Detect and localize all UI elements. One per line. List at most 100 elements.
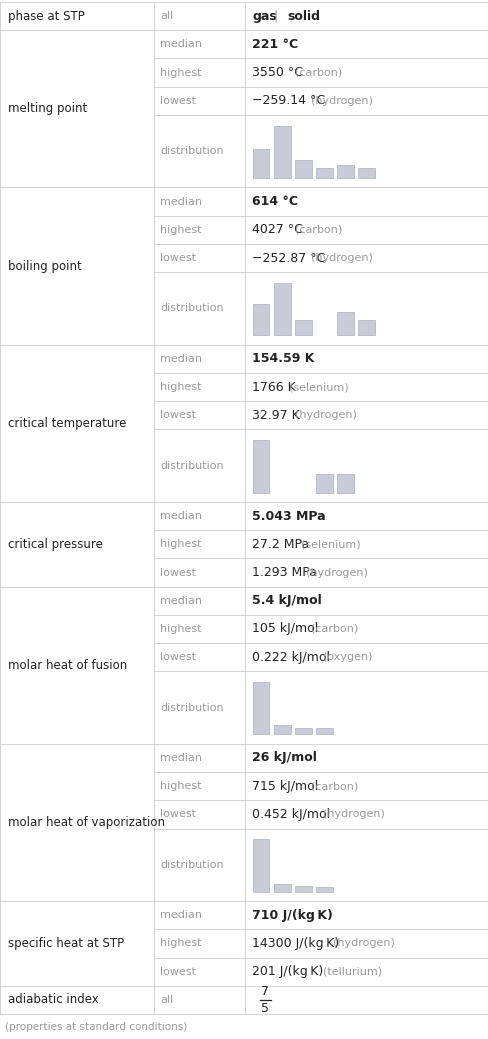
Bar (273, 884, 290, 891)
Text: 0.452 kJ/mol: 0.452 kJ/mol (252, 808, 330, 821)
Text: (carbon): (carbon) (294, 68, 342, 78)
Bar (315, 474, 332, 492)
Text: (oxygen): (oxygen) (322, 652, 371, 662)
Text: highest: highest (160, 382, 201, 392)
Text: median: median (160, 39, 202, 49)
Text: 7: 7 (260, 985, 268, 997)
Text: 154.59 K: 154.59 K (252, 352, 314, 366)
Text: 3550 °C: 3550 °C (252, 66, 303, 79)
Text: 201 J/(kg K): 201 J/(kg K) (252, 965, 323, 978)
Text: highest: highest (160, 624, 201, 634)
Text: 105 kJ/mol: 105 kJ/mol (252, 622, 318, 636)
Text: median: median (160, 354, 202, 364)
Text: (hydrogen): (hydrogen) (294, 410, 356, 420)
Bar (252, 683, 269, 735)
Text: (carbon): (carbon) (311, 624, 358, 634)
Text: (hydrogen): (hydrogen) (311, 254, 373, 263)
Text: median: median (160, 511, 202, 522)
Text: 5: 5 (260, 1002, 268, 1015)
Text: 715 kJ/mol: 715 kJ/mol (252, 779, 318, 793)
Text: highest: highest (160, 781, 201, 792)
Text: lowest: lowest (160, 966, 196, 977)
Text: (properties at standard conditions): (properties at standard conditions) (5, 1022, 187, 1032)
Text: (hydrogen): (hydrogen) (322, 809, 384, 820)
Bar (273, 725, 290, 735)
Text: 5.4 kJ/mol: 5.4 kJ/mol (252, 594, 322, 607)
Text: highest: highest (160, 938, 201, 949)
Text: 26 kJ/mol: 26 kJ/mol (252, 751, 317, 765)
Bar (315, 728, 332, 735)
Text: median: median (160, 595, 202, 606)
Text: molar heat of fusion: molar heat of fusion (8, 659, 127, 672)
Text: distribution: distribution (160, 702, 223, 713)
Text: all: all (160, 11, 173, 21)
Text: median: median (160, 196, 202, 207)
Text: lowest: lowest (160, 254, 196, 263)
Bar (358, 320, 375, 336)
Text: melting point: melting point (8, 103, 87, 115)
Text: 14300 J/(kg K): 14300 J/(kg K) (252, 937, 339, 950)
Bar (294, 886, 311, 891)
Text: 221 °C: 221 °C (252, 37, 298, 51)
Bar (315, 167, 332, 178)
Text: lowest: lowest (160, 410, 196, 420)
Text: median: median (160, 910, 202, 921)
Text: lowest: lowest (160, 652, 196, 662)
Text: (selenium): (selenium) (289, 382, 348, 392)
Text: (hydrogen): (hydrogen) (333, 938, 395, 949)
Text: (carbon): (carbon) (311, 781, 358, 792)
Text: gas: gas (252, 9, 277, 23)
Bar (294, 320, 311, 336)
Text: 614 °C: 614 °C (252, 195, 298, 208)
Text: distribution: distribution (160, 860, 223, 870)
Bar (252, 150, 269, 178)
Text: highest: highest (160, 539, 201, 550)
Text: 710 J/(kg K): 710 J/(kg K) (252, 909, 333, 922)
Text: 27.2 MPa: 27.2 MPa (252, 538, 309, 551)
Text: 1766 K: 1766 K (252, 380, 296, 394)
Bar (252, 304, 269, 336)
Bar (337, 165, 353, 178)
Text: (hydrogen): (hydrogen) (311, 96, 373, 106)
Text: (tellurium): (tellurium) (322, 966, 381, 977)
Bar (358, 167, 375, 178)
Text: lowest: lowest (160, 809, 196, 820)
Text: lowest: lowest (160, 96, 196, 106)
Bar (337, 312, 353, 336)
Text: 5.043 MPa: 5.043 MPa (252, 509, 325, 523)
Bar (252, 840, 269, 891)
Bar (337, 474, 353, 492)
Text: lowest: lowest (160, 567, 196, 578)
Text: specific heat at STP: specific heat at STP (8, 937, 124, 950)
Text: all: all (160, 995, 173, 1005)
Bar (273, 126, 290, 178)
Text: critical pressure: critical pressure (8, 538, 102, 551)
Text: |: | (269, 9, 282, 23)
Text: boiling point: boiling point (8, 260, 81, 272)
Bar (315, 887, 332, 891)
Bar (273, 283, 290, 336)
Text: (selenium): (selenium) (300, 539, 359, 550)
Text: distribution: distribution (160, 146, 223, 156)
Text: solid: solid (287, 9, 320, 23)
Text: −252.87 °C: −252.87 °C (252, 251, 325, 265)
Text: distribution: distribution (160, 303, 223, 314)
Text: phase at STP: phase at STP (8, 9, 84, 23)
Bar (294, 728, 311, 735)
Text: molar heat of vaporization: molar heat of vaporization (8, 816, 164, 829)
Text: critical temperature: critical temperature (8, 417, 126, 430)
Bar (294, 160, 311, 178)
Text: 32.97 K: 32.97 K (252, 408, 300, 422)
Text: distribution: distribution (160, 460, 223, 471)
Text: (hydrogen): (hydrogen) (305, 567, 367, 578)
Text: highest: highest (160, 68, 201, 78)
Text: (carbon): (carbon) (294, 224, 342, 235)
Text: −259.14 °C: −259.14 °C (252, 95, 325, 107)
Text: 1.293 MPa: 1.293 MPa (252, 566, 317, 579)
Text: median: median (160, 753, 202, 763)
Text: adiabatic index: adiabatic index (8, 993, 99, 1007)
Bar (252, 441, 269, 492)
Text: highest: highest (160, 224, 201, 235)
Text: 4027 °C: 4027 °C (252, 223, 303, 236)
Text: 0.222 kJ/mol: 0.222 kJ/mol (252, 650, 330, 664)
